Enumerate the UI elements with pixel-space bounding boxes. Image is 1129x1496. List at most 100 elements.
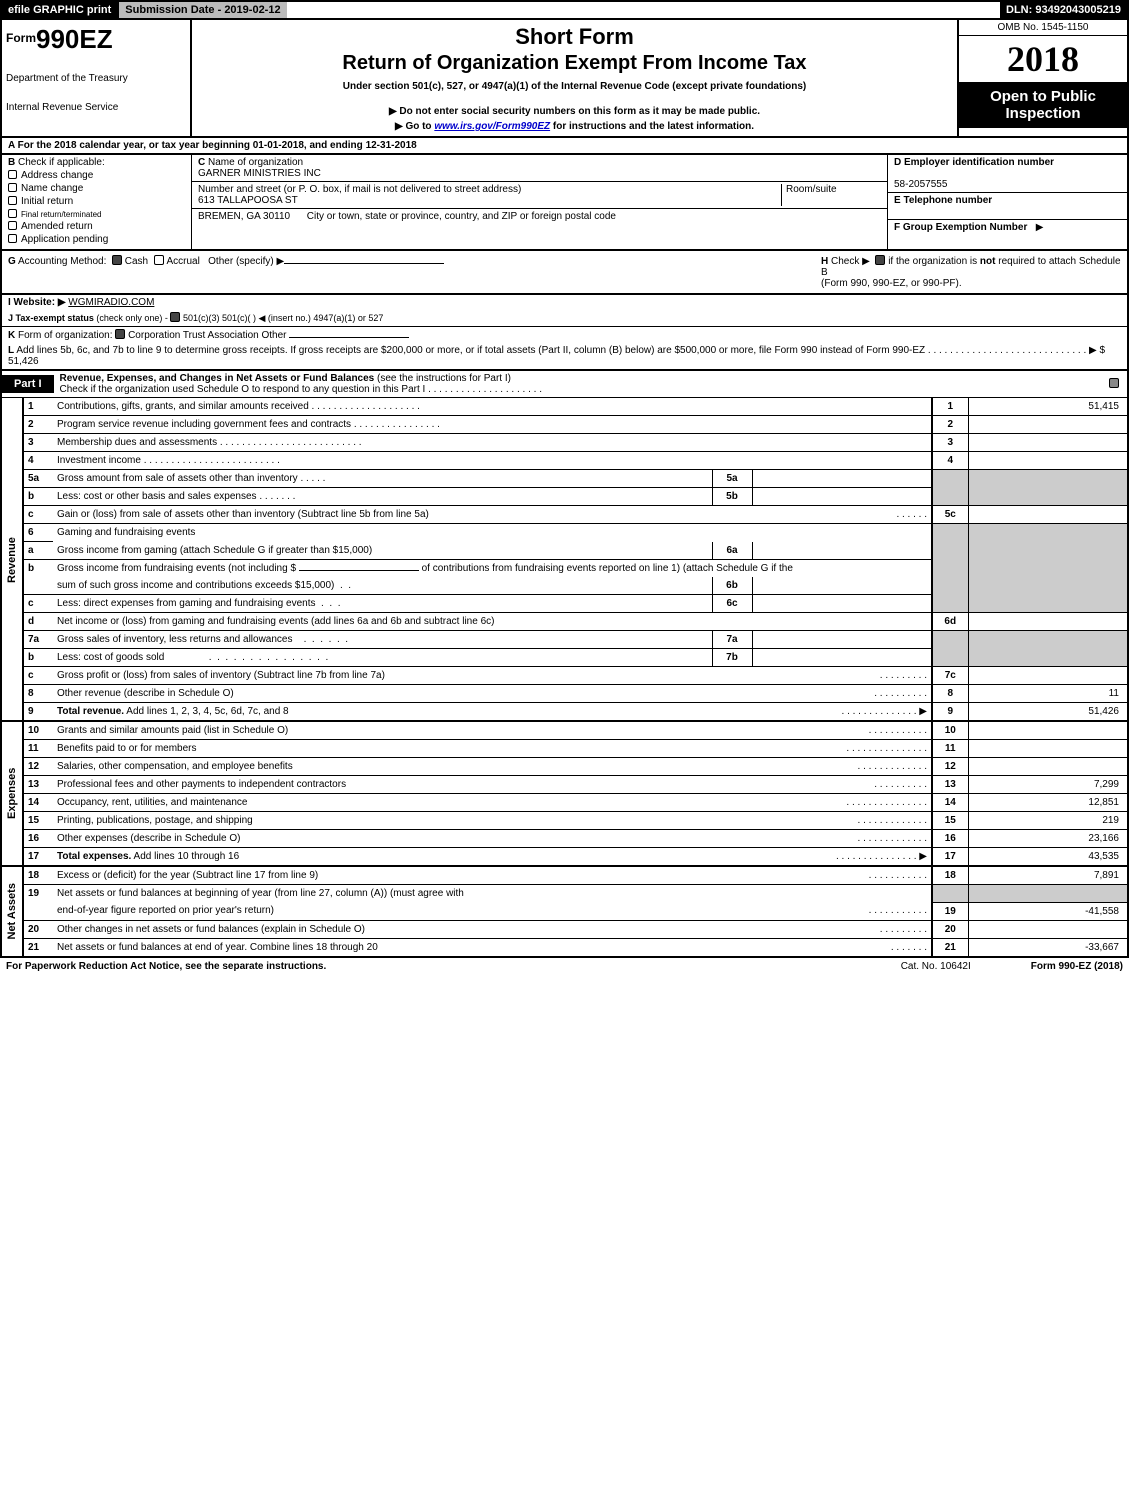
line-6d-desc: Net income or (loss) from gaming and fun… xyxy=(53,613,932,631)
j-opts: 501(c)(3) 501(c)( ) ◀ (insert no.) 4947(… xyxy=(183,313,384,323)
chk-final-return[interactable] xyxy=(8,209,17,218)
line-11-val xyxy=(968,740,1128,758)
line-7a-text: Gross sales of inventory, less returns a… xyxy=(57,634,292,645)
line-10-desc: Grants and similar amounts paid (list in… xyxy=(53,721,932,740)
footer-left: For Paperwork Reduction Act Notice, see … xyxy=(6,961,326,972)
line-6b-boxval xyxy=(752,577,932,595)
under-section: Under section 501(c), 527, or 4947(a)(1)… xyxy=(196,81,953,92)
line-5b-desc: Less: cost or other basis and sales expe… xyxy=(53,488,712,506)
d-ein-label: D Employer identification number xyxy=(894,157,1054,168)
line-9-numcol: 9 xyxy=(932,703,968,722)
omb-number: OMB No. 1545-1150 xyxy=(959,20,1127,36)
goto-pre: ▶ Go to xyxy=(395,121,434,132)
line-2-desc: Program service revenue including govern… xyxy=(53,416,932,434)
row-a-tax-year: A For the 2018 calendar year, or tax yea… xyxy=(0,138,1129,155)
line-16-numcol: 16 xyxy=(932,830,968,848)
l-amount: 51,426 xyxy=(8,356,39,367)
do-not-enter: ▶ Do not enter social security numbers o… xyxy=(196,106,953,117)
line-7a-box: 7a xyxy=(712,631,752,649)
g-accrual: Accrual xyxy=(166,256,199,267)
line-6c-boxval xyxy=(752,595,932,613)
chk-name-change[interactable] xyxy=(8,183,17,192)
line-19-desc2: end-of-year figure reported on prior yea… xyxy=(53,902,932,920)
line-6d-numcol: 6d xyxy=(932,613,968,631)
line-17-bold: Total expenses. xyxy=(57,851,131,862)
topbar: efile GRAPHIC print Submission Date - 20… xyxy=(0,0,1129,20)
row-k-form-org: K Form of organization: Corporation Trus… xyxy=(0,327,1129,343)
street-label: Number and street (or P. O. box, if mail… xyxy=(198,184,521,195)
h-rest: if the organization is xyxy=(888,256,980,267)
h-form: (Form 990, 990-EZ, or 990-PF). xyxy=(821,278,962,289)
g-other-line xyxy=(284,263,444,264)
c-text: Name of organization xyxy=(205,157,303,168)
line-7b-box: 7b xyxy=(712,649,752,667)
form-prefix: Form xyxy=(6,31,36,45)
line-5b-num: b xyxy=(23,488,53,506)
line-7-greycol xyxy=(932,631,968,667)
line-15-numcol: 15 xyxy=(932,812,968,830)
line-7b-text: Less: cost of goods sold xyxy=(57,652,164,663)
chk-501c3[interactable] xyxy=(170,312,180,322)
row-a-mid: , and ending xyxy=(304,140,366,151)
line-16-desc: Other expenses (describe in Schedule O).… xyxy=(53,830,932,848)
form-990ez: 990EZ xyxy=(36,24,113,54)
row-i-website: I Website: ▶ WGMIRADIO.COM xyxy=(0,295,1129,310)
line-5a-desc: Gross amount from sale of assets other t… xyxy=(53,470,712,488)
chk-pending[interactable] xyxy=(8,234,17,243)
line-12-text: Salaries, other compensation, and employ… xyxy=(57,761,293,772)
part1-header: Part I Revenue, Expenses, and Changes in… xyxy=(0,371,1129,398)
dept-treasury: Department of the Treasury xyxy=(6,73,186,84)
row-a-label: A For the 2018 calendar year, or tax yea… xyxy=(8,140,253,151)
line-16-num: 16 xyxy=(23,830,53,848)
line-10-numcol: 10 xyxy=(932,721,968,740)
chk-accrual[interactable] xyxy=(154,255,164,265)
main-table: Revenue 1 Contributions, gifts, grants, … xyxy=(0,398,1129,958)
street-address: 613 TALLAPOOSA ST xyxy=(198,195,298,206)
irs-link[interactable]: www.irs.gov/Form990EZ xyxy=(434,121,550,132)
chk-address-change[interactable] xyxy=(8,170,17,179)
line-6d-val xyxy=(968,613,1128,631)
line-6-num: 6 xyxy=(23,524,53,542)
j-sub: (check only one) - xyxy=(96,313,170,323)
chk-h[interactable] xyxy=(875,255,885,265)
line-10-num: 10 xyxy=(23,721,53,740)
line-21-desc: Net assets or fund balances at end of ye… xyxy=(53,938,932,957)
return-title: Return of Organization Exempt From Incom… xyxy=(196,52,953,75)
city-state: BREMEN, GA 30110 xyxy=(198,211,290,222)
line-6b-num: b xyxy=(23,560,53,578)
line-12-num: 12 xyxy=(23,758,53,776)
line-6-greyval xyxy=(968,524,1128,613)
line-11-numcol: 11 xyxy=(932,740,968,758)
l-text: Add lines 5b, 6c, and 7b to line 9 to de… xyxy=(16,345,1105,356)
line-1-desc: Contributions, gifts, grants, and simila… xyxy=(53,398,932,416)
line-9-rest: Add lines 1, 2, 3, 4, 5c, 6d, 7c, and 8 xyxy=(124,706,289,717)
chk-cash[interactable] xyxy=(112,255,122,265)
line-6a-desc: Gross income from gaming (attach Schedul… xyxy=(53,542,712,560)
line-10-text: Grants and similar amounts paid (list in… xyxy=(57,725,288,736)
chk-corp[interactable] xyxy=(115,329,125,339)
line-5c-numcol: 5c xyxy=(932,506,968,524)
line-12-desc: Salaries, other compensation, and employ… xyxy=(53,758,932,776)
line-1-num: 1 xyxy=(23,398,53,416)
line-7a-boxval xyxy=(752,631,932,649)
line-21-num: 21 xyxy=(23,938,53,957)
line-3-desc: Membership dues and assessments . . . . … xyxy=(53,434,932,452)
line-17-num: 17 xyxy=(23,848,53,867)
line-7a-num: 7a xyxy=(23,631,53,649)
header-mid: Short Form Return of Organization Exempt… xyxy=(192,20,957,136)
line-19-desc: Net assets or fund balances at beginning… xyxy=(53,885,932,903)
line-21-numcol: 21 xyxy=(932,938,968,957)
dln-number: DLN: 93492043005219 xyxy=(1000,2,1127,18)
g-label: G xyxy=(8,256,16,267)
line-20-text: Other changes in net assets or fund bala… xyxy=(57,924,365,935)
line-6a-num: a xyxy=(23,542,53,560)
part1-checkbox[interactable] xyxy=(1109,378,1127,390)
line-7b-boxval xyxy=(752,649,932,667)
goto-post: for instructions and the latest informat… xyxy=(550,121,754,132)
chk-initial-return[interactable] xyxy=(8,196,17,205)
line-5b-box: 5b xyxy=(712,488,752,506)
goto-instructions: ▶ Go to www.irs.gov/Form990EZ for instru… xyxy=(196,121,953,132)
line-5c-desc: Gain or (loss) from sale of assets other… xyxy=(53,506,932,524)
chk-amended[interactable] xyxy=(8,221,17,230)
begin-date: 01-01-2018 xyxy=(253,140,304,151)
